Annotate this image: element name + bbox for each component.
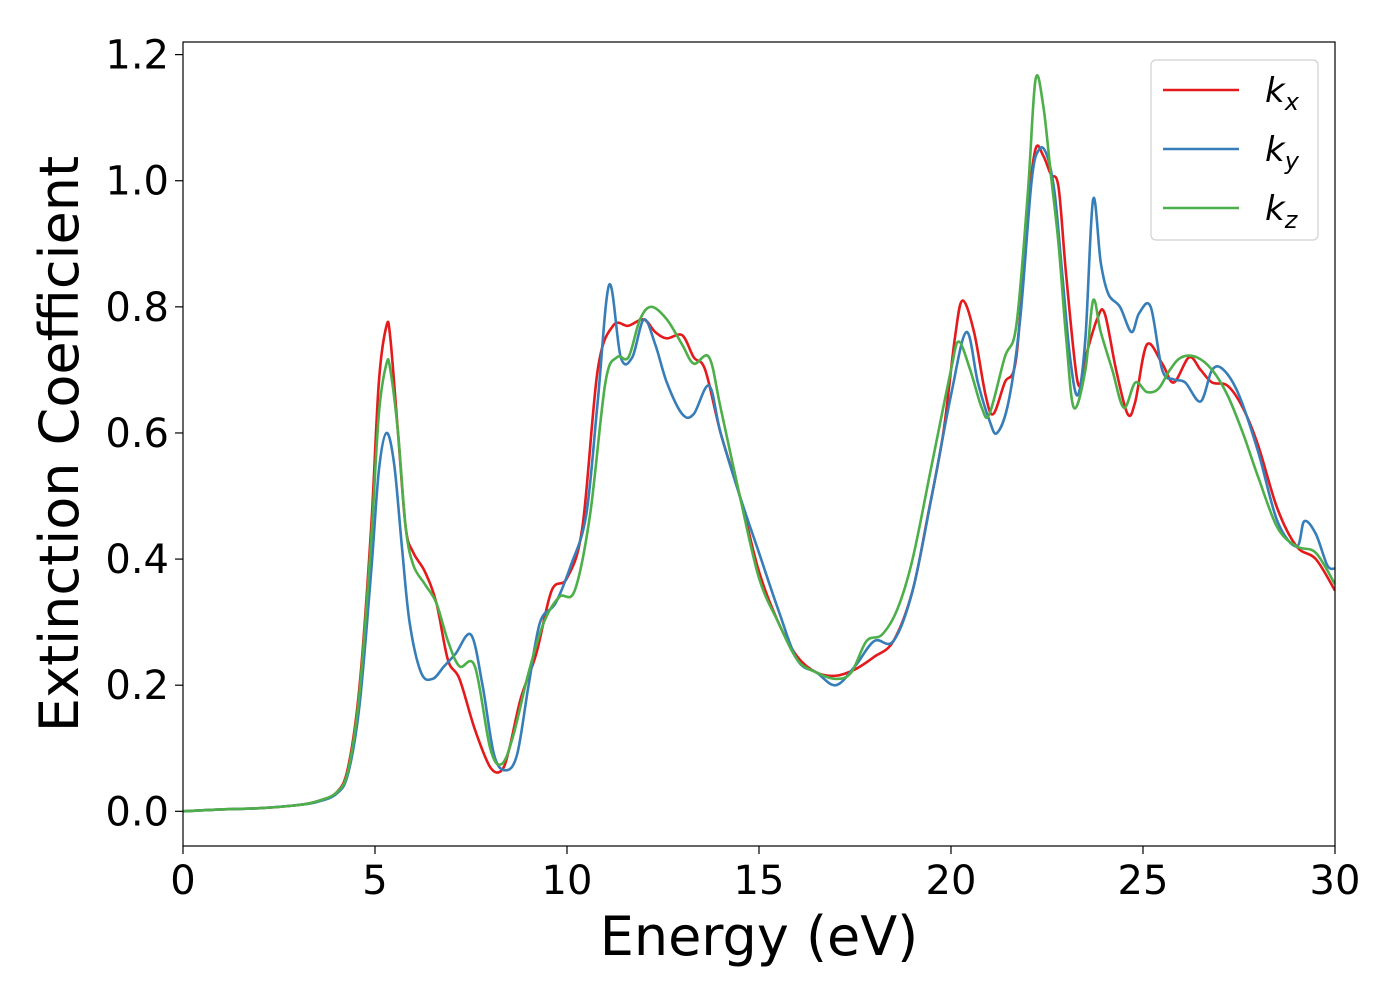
- legend-label: kx: [1265, 71, 1300, 116]
- x-tick-label: 10: [542, 858, 593, 904]
- legend: kx ky kz: [1150, 59, 1319, 241]
- x-tick-label: 25: [1118, 858, 1169, 904]
- y-axis-ticks: 0.0 0.2 0.4 0.6 0.8 1.0 1.2: [105, 33, 183, 835]
- series-layer: [183, 74, 1335, 813]
- y-tick-label: 0.8: [105, 285, 169, 331]
- y-tick-label: 1.0: [105, 159, 169, 205]
- y-tick-label: 0.0: [105, 789, 169, 835]
- y-tick-label: 0.2: [105, 663, 169, 709]
- x-tick-label: 15: [734, 858, 785, 904]
- x-tick-label: 20: [926, 858, 977, 904]
- x-axis-title: Energy (eV): [600, 905, 919, 968]
- legend-label: ky: [1265, 130, 1300, 175]
- x-axis-ticks: 0 5 10 15 20 25 30: [170, 846, 1360, 904]
- y-tick-label: 0.6: [105, 411, 169, 457]
- x-tick-label: 0: [170, 858, 195, 904]
- x-tick-label: 5: [362, 858, 387, 904]
- series-line-k-z: [183, 74, 1335, 813]
- y-axis-title: Extinction Coefficient: [28, 156, 91, 732]
- x-tick-label: 30: [1310, 858, 1361, 904]
- legend-label: kz: [1265, 189, 1299, 234]
- y-tick-label: 0.4: [105, 537, 169, 583]
- y-tick-label: 1.2: [105, 33, 169, 79]
